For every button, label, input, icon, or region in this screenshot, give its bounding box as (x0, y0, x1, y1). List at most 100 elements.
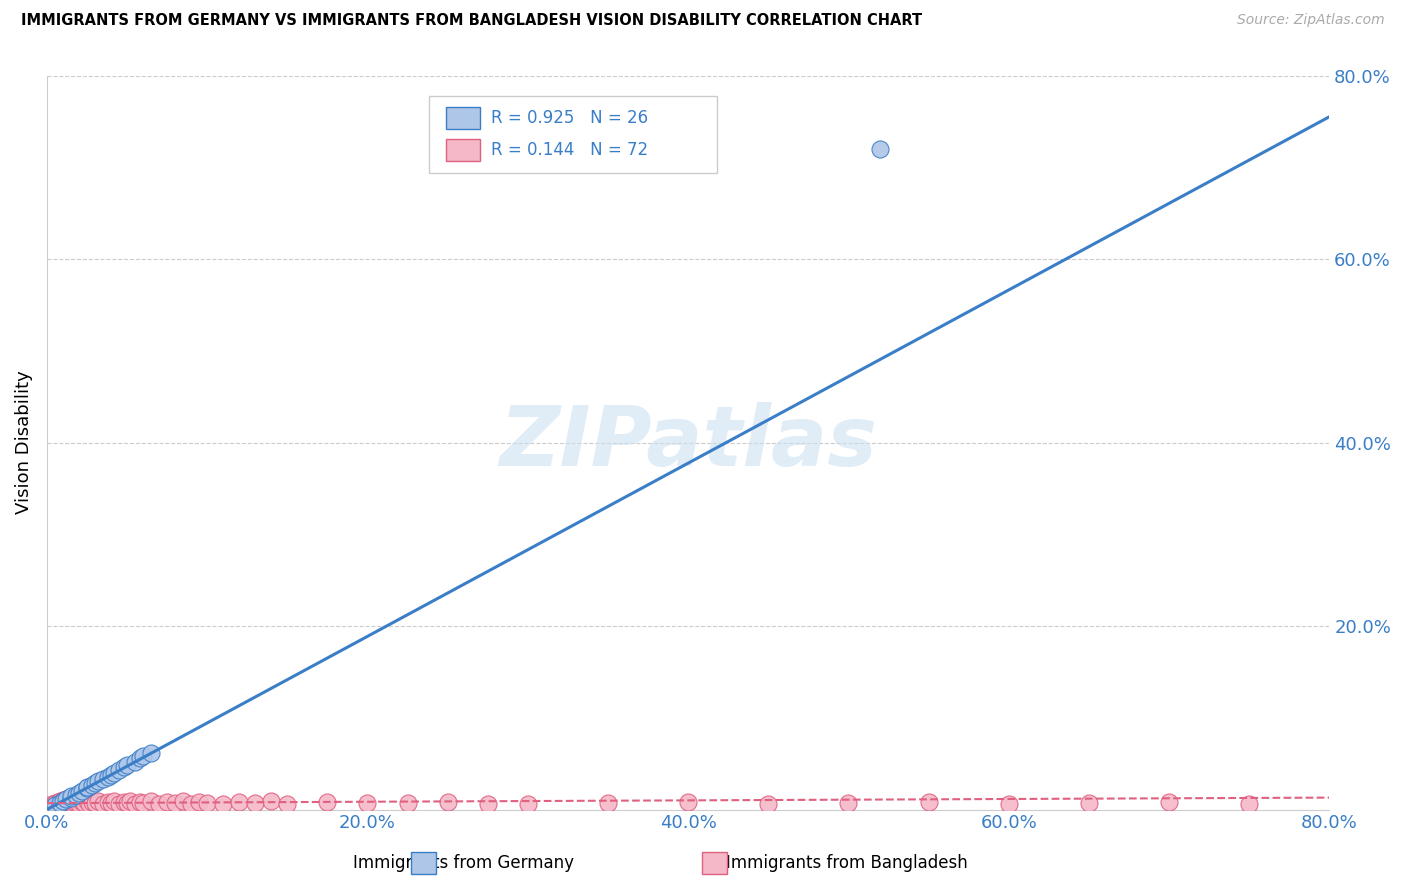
Point (80, 795, 103, 809)
Point (76, 794, 98, 808)
Point (188, 795, 211, 809)
Point (91, 772, 114, 787)
Point (228, 795, 250, 809)
Point (59, 794, 82, 808)
Point (48, 794, 70, 808)
Point (53, 796, 76, 810)
Point (596, 796, 619, 810)
Point (73, 796, 96, 810)
Point (124, 755, 146, 769)
Point (260, 794, 283, 808)
Point (212, 797, 235, 811)
Text: Immigrants from Germany: Immigrants from Germany (353, 854, 575, 871)
Point (195, 796, 218, 810)
Point (103, 765, 125, 780)
Point (396, 796, 419, 810)
Point (97, 770, 120, 784)
Point (100, 796, 122, 810)
Point (180, 797, 202, 811)
Point (44, 797, 66, 812)
Point (37, 798, 59, 813)
Point (156, 795, 179, 809)
Point (115, 758, 138, 772)
Point (51, 797, 73, 811)
Point (516, 797, 538, 811)
Point (120, 794, 142, 808)
Point (1237, 797, 1260, 811)
Point (46, 795, 69, 809)
Point (70, 795, 93, 809)
Point (1157, 795, 1180, 809)
Point (132, 796, 155, 810)
Text: IMMIGRANTS FROM GERMANY VS IMMIGRANTS FROM BANGLADESH VISION DISABILITY CORRELAT: IMMIGRANTS FROM GERMANY VS IMMIGRANTS FR… (21, 13, 922, 29)
Point (128, 751, 150, 765)
Point (55, 792, 77, 806)
Point (65, 788, 87, 802)
Point (436, 795, 458, 809)
Point (58, 793, 80, 807)
Point (108, 763, 131, 777)
Point (80, 778, 103, 792)
Point (115, 796, 138, 810)
Point (132, 749, 155, 764)
Point (756, 797, 779, 811)
Point (59, 790, 82, 805)
Point (103, 794, 125, 808)
Point (59, 789, 82, 803)
Point (124, 797, 146, 811)
Point (67, 792, 90, 806)
Point (869, 142, 891, 156)
Point (837, 796, 859, 810)
Point (356, 796, 378, 810)
Point (56, 795, 79, 809)
Point (997, 797, 1019, 811)
Point (316, 795, 339, 809)
Point (100, 767, 122, 781)
Point (59, 796, 82, 810)
Point (477, 797, 499, 811)
Point (139, 746, 162, 760)
Point (52, 793, 75, 807)
Point (48, 796, 70, 810)
Point (245, 796, 267, 810)
Point (66, 794, 89, 808)
Point (62, 797, 84, 811)
Point (84, 796, 107, 810)
Point (63, 795, 86, 809)
Point (112, 795, 135, 809)
Point (41, 797, 63, 811)
Point (65, 796, 87, 810)
Point (77, 797, 100, 811)
Point (172, 794, 194, 808)
Text: Source: ZipAtlas.com: Source: ZipAtlas.com (1237, 13, 1385, 28)
Point (84, 776, 107, 790)
Point (165, 796, 187, 810)
Y-axis label: Vision Disability: Vision Disability (15, 371, 32, 515)
Point (48, 796, 70, 810)
Text: R = 0.144   N = 72: R = 0.144 N = 72 (491, 142, 648, 160)
Point (44, 796, 66, 810)
Point (676, 795, 699, 809)
Point (76, 780, 98, 794)
Point (56, 797, 79, 811)
Point (128, 795, 150, 809)
Point (917, 795, 939, 809)
Point (42, 797, 65, 812)
Point (52, 794, 75, 808)
Point (97, 795, 120, 809)
Point (76, 781, 98, 796)
Point (67, 797, 90, 811)
Point (276, 797, 298, 811)
Point (70, 784, 93, 798)
Point (87, 794, 110, 808)
Text: R = 0.925   N = 26: R = 0.925 N = 26 (491, 109, 648, 127)
Text: Immigrants from Bangladesh: Immigrants from Bangladesh (725, 854, 967, 871)
Text: ZIPatlas: ZIPatlas (499, 402, 877, 483)
Point (87, 774, 110, 789)
Point (112, 760, 135, 774)
Point (55, 794, 77, 808)
Point (67, 786, 90, 800)
Point (108, 797, 131, 811)
Point (45, 797, 67, 811)
Point (139, 794, 162, 808)
